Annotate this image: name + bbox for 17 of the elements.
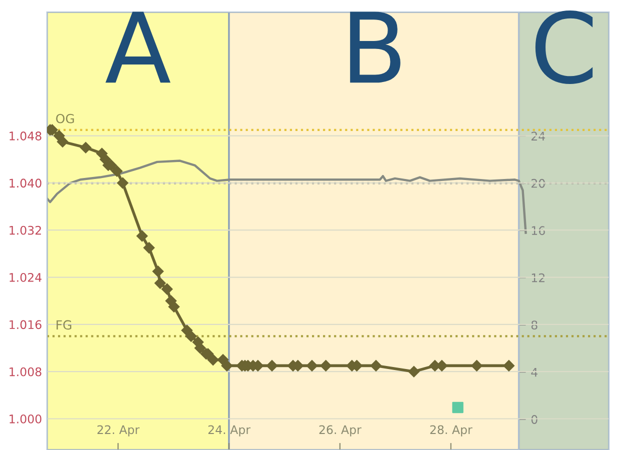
y-tick-label: 1.032 xyxy=(10,226,41,235)
x-tick-label: 26. Apr xyxy=(319,425,362,436)
band-label: C xyxy=(535,10,593,84)
x-tick-label: 28. Apr xyxy=(430,425,472,436)
y2-tick-label: 12 xyxy=(532,273,544,282)
y-tick-label: 1.000 xyxy=(10,414,42,424)
band-label: B xyxy=(350,12,400,83)
y-tick-label: 1.008 xyxy=(10,367,42,376)
ref-line-label: OG xyxy=(56,114,74,124)
band-label: A xyxy=(106,12,170,83)
y-tick-label: 1.048 xyxy=(10,132,42,140)
y-tick-label: 1.016 xyxy=(10,320,42,330)
y-tick-label: 1.040 xyxy=(10,178,42,188)
x-tick-label: 22. Apr xyxy=(97,425,140,436)
ref-line-label: FG xyxy=(56,320,72,330)
x-tick-label: 24. Apr xyxy=(208,425,250,436)
y-tick-label: 1.024 xyxy=(10,273,42,282)
